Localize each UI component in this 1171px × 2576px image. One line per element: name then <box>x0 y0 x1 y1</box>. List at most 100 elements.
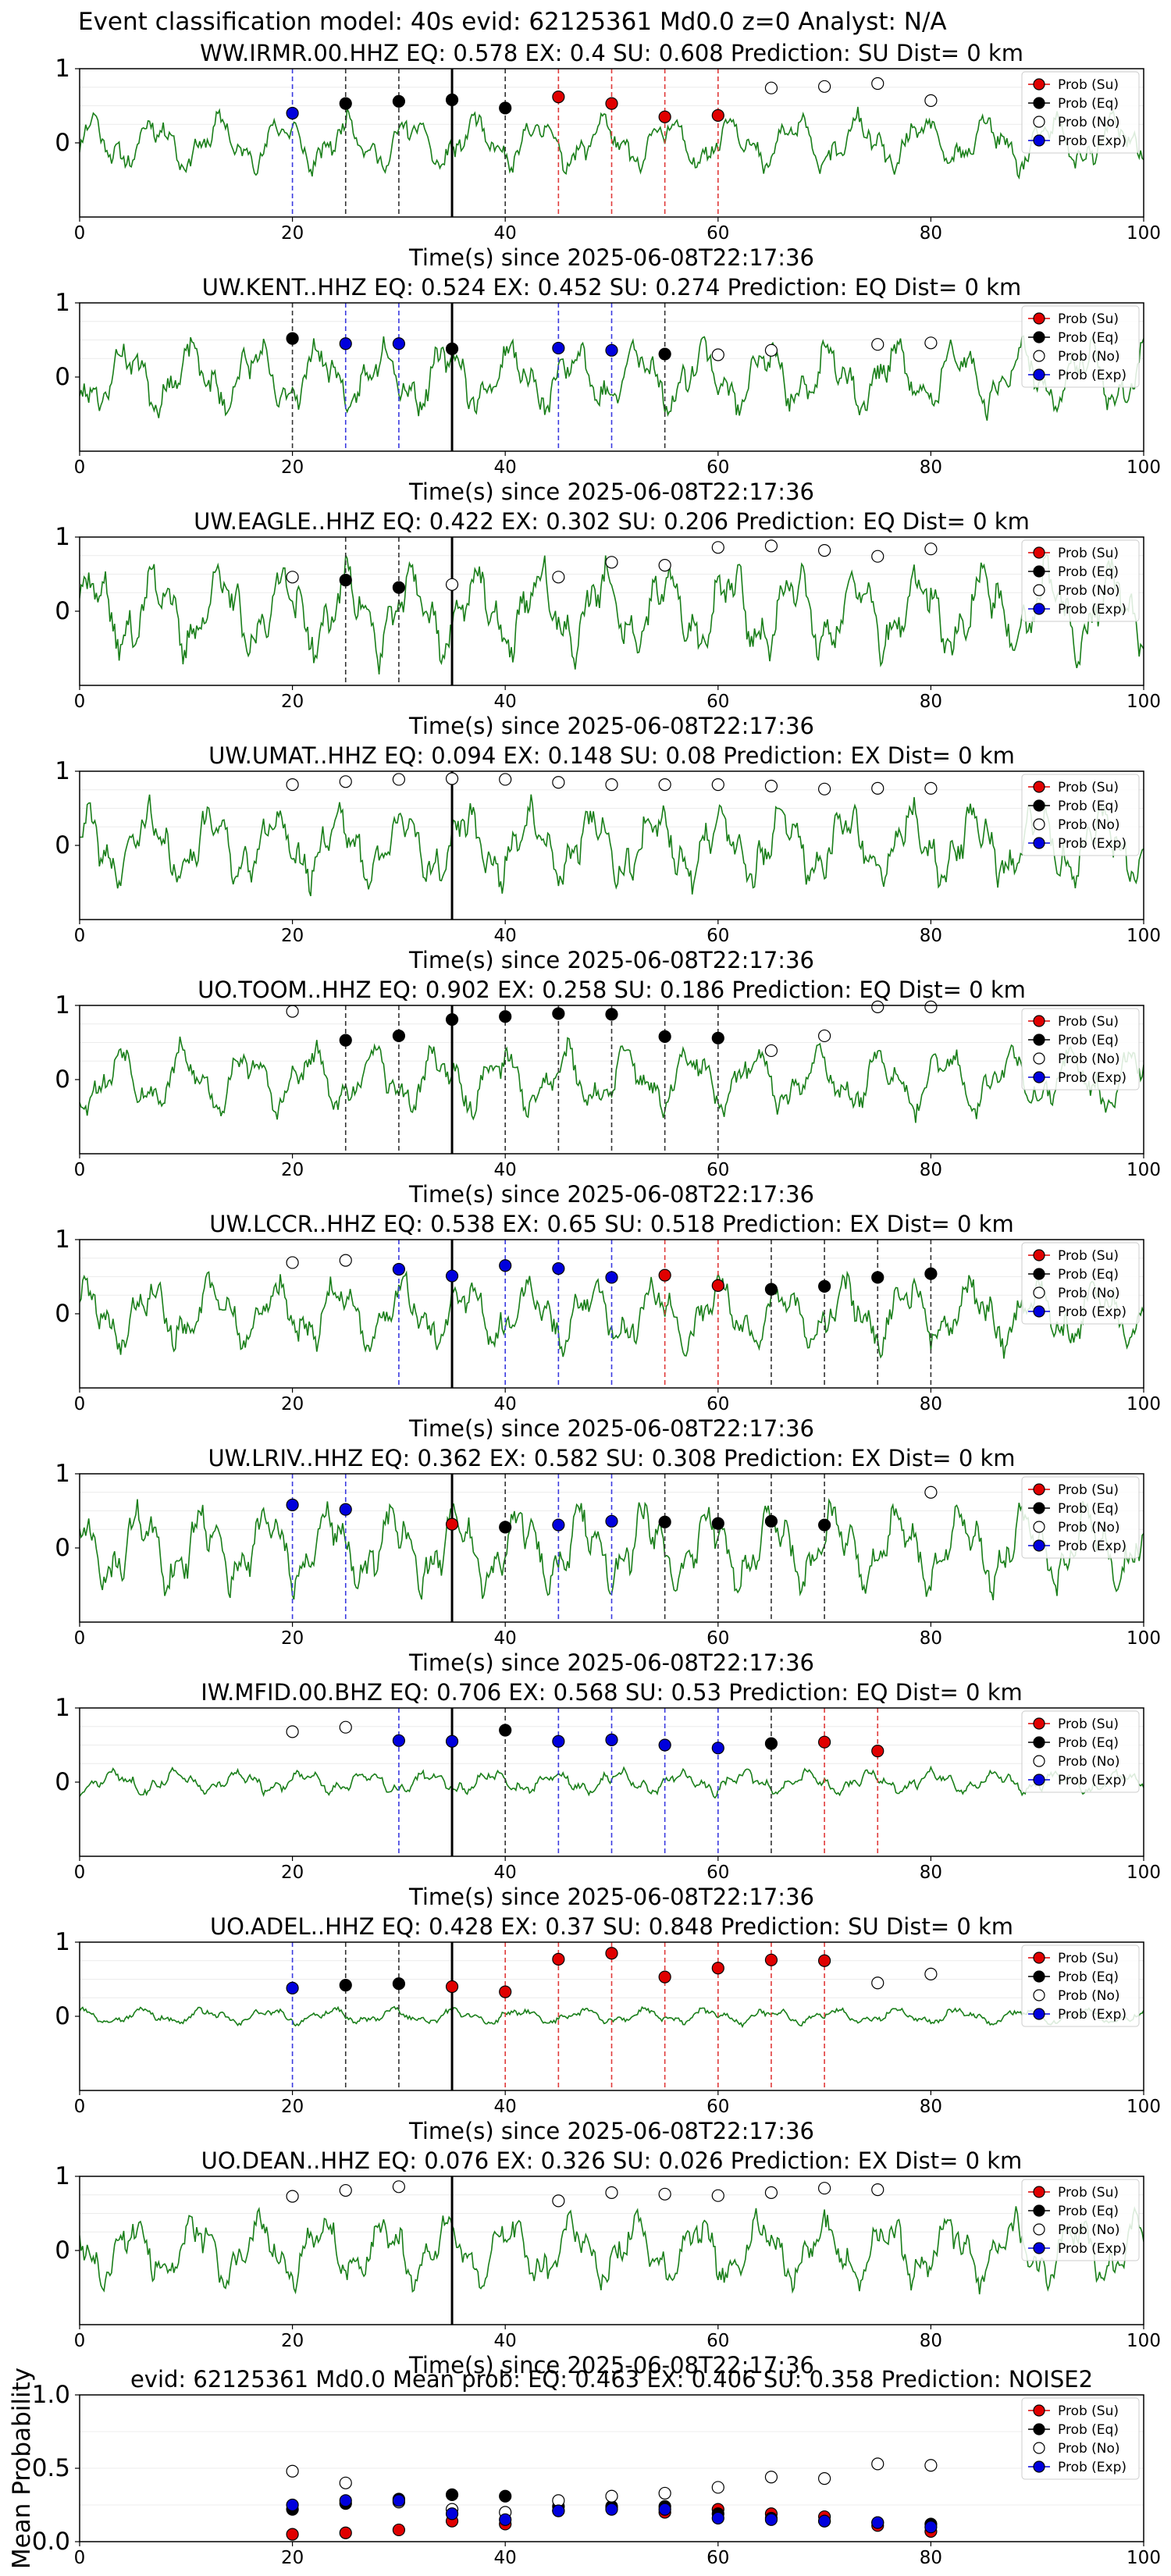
legend-marker <box>1033 1774 1045 1786</box>
legend-label: Prob (Exp) <box>1058 2460 1127 2475</box>
panel-title: UW.LCCR..HHZ EQ: 0.538 EX: 0.65 SU: 0.51… <box>209 1211 1013 1237</box>
y-tick-label: 0 <box>55 831 70 859</box>
x-tick-label: 20 <box>281 1628 304 1649</box>
x-axis-label: Time(s) since 2025-06-08T22:17:36 <box>408 2118 814 2144</box>
data-point-probno <box>339 1720 352 1734</box>
y-tick-label: 1 <box>55 1694 70 1722</box>
y-tick-label: 1 <box>55 1460 70 1488</box>
legend-marker <box>1033 1521 1045 1533</box>
data-point-probno <box>764 2471 778 2484</box>
legend-label: Prob (Eq) <box>1058 96 1119 112</box>
y-tick-label: 0 <box>55 2236 70 2265</box>
y-tick-label: 0 <box>55 1534 70 1562</box>
data-point-probeq <box>445 342 459 355</box>
legend-marker <box>1033 1952 1045 1964</box>
legend-marker <box>1033 1970 1045 1983</box>
legend-label: Prob (Eq) <box>1058 1033 1119 1048</box>
data-point-probeq <box>392 1029 405 1043</box>
data-point-probno <box>924 2459 938 2472</box>
legend-label: Prob (Eq) <box>1058 1969 1119 1985</box>
x-axis-label: Time(s) since 2025-06-08T22:17:36 <box>408 1415 814 1442</box>
x-tick-label: 80 <box>920 1628 942 1649</box>
data-point-probeq <box>924 1267 938 1280</box>
panel-title: UO.DEAN..HHZ EQ: 0.076 EX: 0.326 SU: 0.0… <box>201 2147 1023 2174</box>
data-point-probsu <box>711 1962 724 1975</box>
data-point-probexp <box>392 1262 405 1276</box>
legend-label: Prob (Eq) <box>1058 564 1119 580</box>
legend-label: Prob (Eq) <box>1058 799 1119 814</box>
legend-marker <box>1033 565 1045 578</box>
legend-label: Prob (Su) <box>1058 1951 1119 1966</box>
data-point-probsu <box>392 2523 405 2537</box>
y-tick-label: 1 <box>55 991 70 1019</box>
legend-marker <box>1033 2442 1045 2454</box>
data-point-probno <box>286 1725 299 1738</box>
x-tick-label: 80 <box>920 223 942 244</box>
plot-frame <box>79 770 1144 920</box>
legend-label: Prob (Exp) <box>1058 836 1127 852</box>
legend: Prob (Su) Prob (Eq) Prob (No) Prob (Exp) <box>1021 1008 1140 1091</box>
data-point-probno <box>764 539 778 553</box>
data-point-probno <box>817 2182 831 2195</box>
panel-10: UO.DEAN..HHZ EQ: 0.076 EX: 0.326 SU: 0.0… <box>55 2147 1161 2379</box>
legend-label: Prob (No) <box>1058 2441 1120 2457</box>
data-point-probeq <box>764 1737 778 1750</box>
legend-marker <box>1033 2460 1045 2473</box>
x-axis-label: Time(s) since 2025-06-08T22:17:36 <box>408 479 814 505</box>
data-point-probno <box>764 2186 778 2199</box>
data-point-probeq <box>339 97 352 110</box>
data-point-probeq <box>499 1724 512 1737</box>
legend-label: Prob (Su) <box>1058 1248 1119 1264</box>
x-tick-label: 20 <box>281 223 304 244</box>
data-point-probeq <box>605 1008 618 1021</box>
x-tick-label: 60 <box>707 1863 729 1883</box>
legend-marker <box>1033 2423 1045 2435</box>
data-point-probno <box>871 781 884 795</box>
data-point-probeq <box>339 573 352 587</box>
legend-label: Prob (Eq) <box>1058 1735 1119 1751</box>
y-tick-label: 1 <box>55 1928 70 1956</box>
y-tick-label: 1.0 <box>32 2381 70 2409</box>
legend-marker <box>1033 781 1045 793</box>
data-point-probno <box>658 2187 671 2201</box>
x-tick-label: 60 <box>707 223 729 244</box>
data-point-probno <box>711 348 724 361</box>
legend-marker <box>1033 1034 1045 1046</box>
legend-box <box>1021 774 1140 856</box>
data-point-probno <box>552 776 565 789</box>
data-point-probexp <box>499 1259 512 1272</box>
data-point-probexp <box>286 1981 299 1994</box>
y-tick-label: 1 <box>55 2162 70 2190</box>
legend-label: Prob (No) <box>1058 1051 1120 1067</box>
data-point-probeq <box>445 1012 459 1026</box>
legend-box <box>1021 1944 1140 2027</box>
x-tick-label: 40 <box>494 692 517 712</box>
data-point-probsu <box>764 1953 778 1966</box>
data-point-probno <box>924 336 938 350</box>
x-axis-label: Time(s) since 2025-06-08T22:17:36 <box>408 2352 814 2379</box>
x-tick-label: 20 <box>281 926 304 946</box>
x-tick-label: 0 <box>74 1863 86 1883</box>
data-point-probno <box>871 2457 884 2471</box>
legend-box <box>1021 1242 1140 1325</box>
legend-marker <box>1033 1052 1045 1065</box>
legend-marker <box>1033 1736 1045 1749</box>
legend-label: Prob (Su) <box>1058 311 1119 327</box>
data-point-probno <box>871 1976 884 1990</box>
data-point-probsu <box>711 1279 724 1293</box>
legend-marker <box>1033 2242 1045 2254</box>
x-tick-label: 40 <box>494 1628 517 1649</box>
legend-label: Prob (Su) <box>1058 1014 1119 1030</box>
data-point-probexp <box>605 1271 618 1284</box>
data-point-probeq <box>392 581 405 594</box>
legend: Prob (Su) Prob (Eq) Prob (No) Prob (Exp) <box>1021 774 1140 856</box>
data-point-probexp <box>924 2521 938 2534</box>
legend-label: Prob (Eq) <box>1058 1267 1119 1283</box>
y-tick-label: 0 <box>55 1066 70 1094</box>
legend-marker <box>1033 2204 1045 2217</box>
x-tick-label: 40 <box>494 223 517 244</box>
x-tick-label: 20 <box>281 457 304 478</box>
data-point-probno <box>924 1000 938 1014</box>
legend-marker <box>1033 116 1045 128</box>
x-tick-label: 80 <box>920 2331 942 2351</box>
